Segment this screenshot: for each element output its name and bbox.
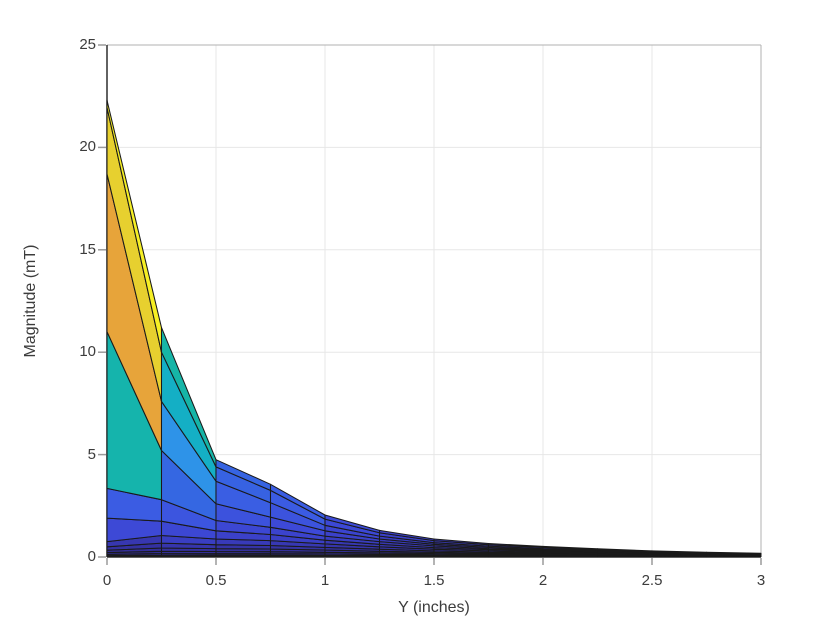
y-tick-label: 10 <box>79 343 96 361</box>
y-tick-label: 20 <box>79 138 96 156</box>
x-tick-label: 3 <box>756 572 766 589</box>
y-tick-label: 15 <box>79 240 96 258</box>
x-axis-label: Y (inches) <box>398 599 470 616</box>
x-tick-label: 2.5 <box>641 572 663 589</box>
y-axis-label: Magnitude (mT) <box>22 244 39 358</box>
x-tick-label: 0 <box>102 572 112 589</box>
x-tick-label: 1 <box>320 572 330 589</box>
x-tick-label: 0.5 <box>205 572 227 589</box>
y-tick-label: 25 <box>79 36 96 53</box>
x-tick-label: 1.5 <box>423 572 445 589</box>
y-tick-label: 5 <box>87 445 96 463</box>
y-tick-label: 0 <box>87 548 96 565</box>
x-tick-label: 2 <box>538 572 548 589</box>
surface-face <box>705 551 762 555</box>
